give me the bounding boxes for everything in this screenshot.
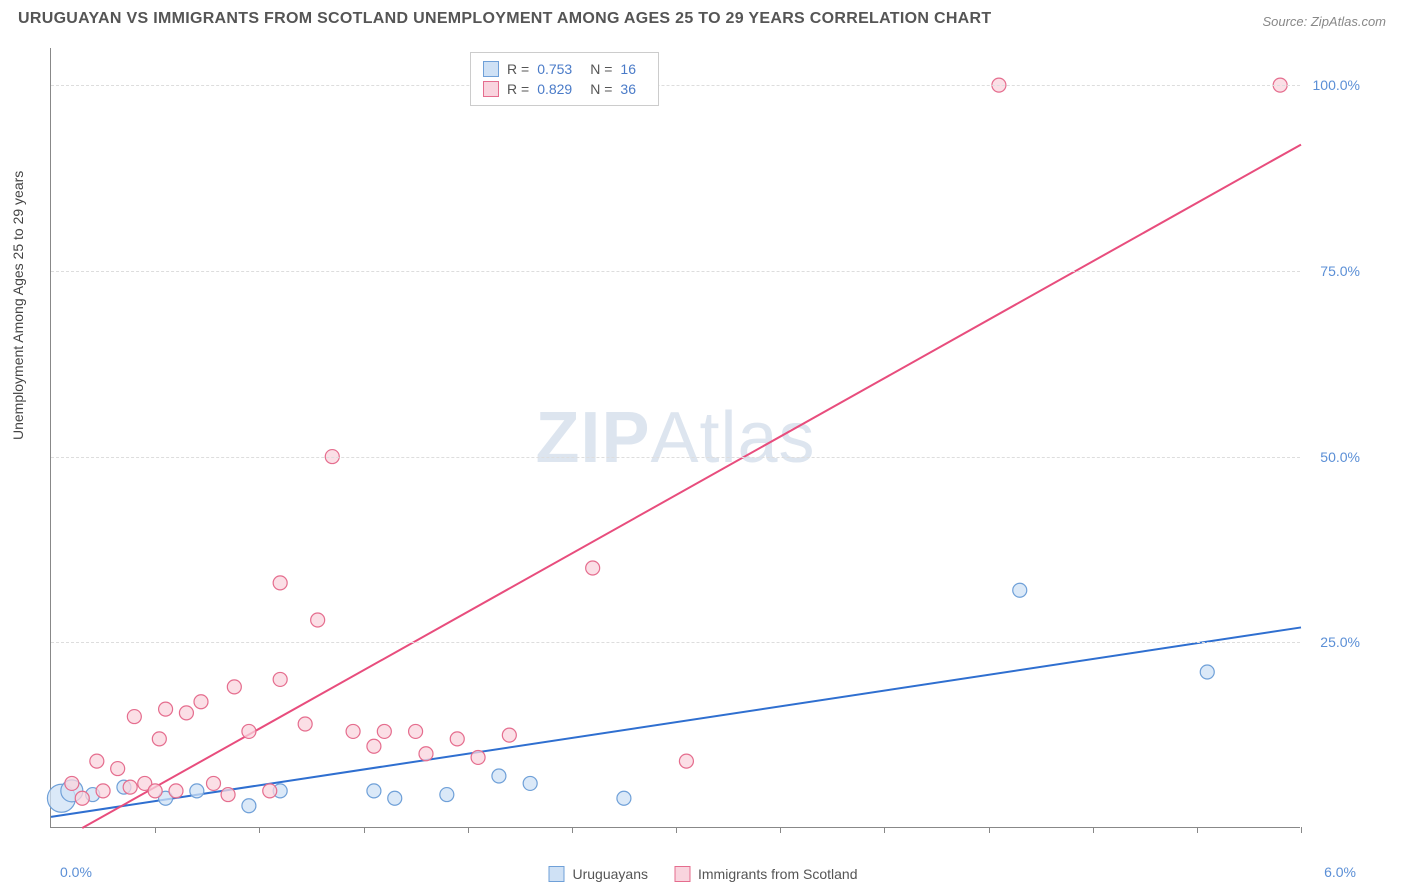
- legend-label: Uruguayans: [573, 866, 649, 882]
- point-scotland: [409, 724, 423, 738]
- x-tick: [259, 827, 260, 833]
- point-scotland: [242, 724, 256, 738]
- legend-row-uruguayans: R = 0.753 N = 16: [483, 59, 646, 79]
- chart-title: URUGUAYAN VS IMMIGRANTS FROM SCOTLAND UN…: [18, 10, 991, 28]
- legend-item-uruguayans: Uruguayans: [549, 866, 649, 882]
- legend-swatch-scotland: [674, 866, 690, 882]
- source-attribution: Source: ZipAtlas.com: [1262, 14, 1386, 29]
- legend-label: Immigrants from Scotland: [698, 866, 858, 882]
- x-tick: [572, 827, 573, 833]
- point-uruguayans: [492, 769, 506, 783]
- legend-r-value: 0.829: [537, 81, 582, 97]
- point-scotland: [263, 784, 277, 798]
- x-axis-max-label: 6.0%: [1324, 864, 1356, 880]
- legend-swatch-uruguayans: [483, 61, 499, 77]
- correlation-legend: R = 0.753 N = 16 R = 0.829 N = 36: [470, 52, 659, 106]
- point-scotland: [90, 754, 104, 768]
- legend-n-key: N =: [590, 81, 612, 97]
- point-scotland: [96, 784, 110, 798]
- point-scotland: [221, 788, 235, 802]
- point-scotland: [679, 754, 693, 768]
- legend-item-scotland: Immigrants from Scotland: [674, 866, 858, 882]
- x-tick: [1197, 827, 1198, 833]
- point-scotland: [502, 728, 516, 742]
- point-scotland: [179, 706, 193, 720]
- point-uruguayans: [367, 784, 381, 798]
- point-scotland: [367, 739, 381, 753]
- point-uruguayans: [440, 788, 454, 802]
- y-axis-label: Unemployment Among Ages 25 to 29 years: [10, 171, 26, 440]
- point-scotland: [111, 762, 125, 776]
- gridline: [51, 642, 1300, 643]
- y-tick-label: 50.0%: [1320, 449, 1360, 465]
- gridline: [51, 271, 1300, 272]
- legend-r-key: R =: [507, 81, 529, 97]
- x-tick: [364, 827, 365, 833]
- point-uruguayans: [1200, 665, 1214, 679]
- point-scotland: [450, 732, 464, 746]
- x-tick: [468, 827, 469, 833]
- x-tick: [780, 827, 781, 833]
- point-scotland: [586, 561, 600, 575]
- y-tick-label: 25.0%: [1320, 634, 1360, 650]
- legend-r-key: R =: [507, 61, 529, 77]
- point-scotland: [65, 776, 79, 790]
- point-scotland: [207, 776, 221, 790]
- trend-line-scotland: [82, 145, 1301, 828]
- point-scotland: [471, 750, 485, 764]
- point-uruguayans: [523, 776, 537, 790]
- legend-row-scotland: R = 0.829 N = 36: [483, 79, 646, 99]
- x-axis-min-label: 0.0%: [60, 864, 92, 880]
- point-scotland: [169, 784, 183, 798]
- y-tick-label: 75.0%: [1320, 263, 1360, 279]
- x-tick: [1093, 827, 1094, 833]
- point-scotland: [123, 780, 137, 794]
- point-uruguayans: [190, 784, 204, 798]
- legend-r-value: 0.753: [537, 61, 582, 77]
- legend-swatch-scotland: [483, 81, 499, 97]
- series-legend: Uruguayans Immigrants from Scotland: [549, 866, 858, 882]
- x-tick: [676, 827, 677, 833]
- x-tick: [1301, 827, 1302, 833]
- gridline: [51, 457, 1300, 458]
- point-scotland: [311, 613, 325, 627]
- x-tick: [155, 827, 156, 833]
- x-tick: [884, 827, 885, 833]
- point-scotland: [377, 724, 391, 738]
- point-uruguayans: [242, 799, 256, 813]
- legend-n-value: 16: [620, 61, 646, 77]
- point-uruguayans: [1013, 583, 1027, 597]
- point-scotland: [75, 791, 89, 805]
- point-scotland: [346, 724, 360, 738]
- point-scotland: [419, 747, 433, 761]
- point-scotland: [298, 717, 312, 731]
- point-uruguayans: [617, 791, 631, 805]
- point-scotland: [273, 672, 287, 686]
- trend-line-uruguayans: [51, 627, 1301, 816]
- y-tick-label: 100.0%: [1313, 77, 1360, 93]
- point-scotland: [152, 732, 166, 746]
- point-scotland: [127, 710, 141, 724]
- plot-area: ZIPAtlas 25.0%50.0%75.0%100.0%: [50, 48, 1300, 828]
- legend-swatch-uruguayans: [549, 866, 565, 882]
- chart-svg: [51, 48, 1300, 827]
- point-scotland: [227, 680, 241, 694]
- point-scotland: [273, 576, 287, 590]
- legend-n-key: N =: [590, 61, 612, 77]
- gridline: [51, 85, 1300, 86]
- point-scotland: [148, 784, 162, 798]
- x-tick: [989, 827, 990, 833]
- point-scotland: [159, 702, 173, 716]
- point-uruguayans: [388, 791, 402, 805]
- legend-n-value: 36: [620, 81, 646, 97]
- point-scotland: [194, 695, 208, 709]
